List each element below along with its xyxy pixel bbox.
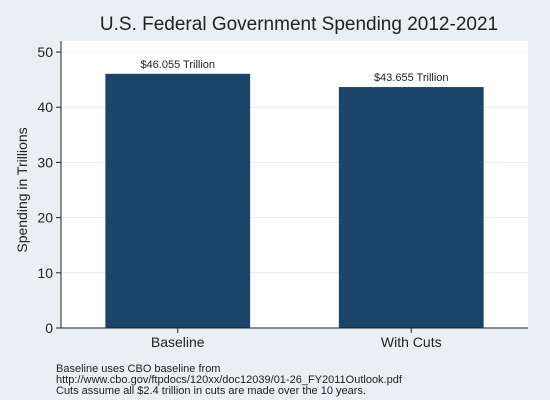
y-tick-label-5: 50 — [37, 44, 53, 60]
y-tick-label-0: 0 — [45, 320, 53, 336]
y-tick-label-4: 40 — [37, 99, 53, 115]
data-label-1: $43.655 Trillion — [374, 72, 449, 84]
chart-title: U.S. Federal Government Spending 2012-20… — [100, 14, 498, 35]
note-line-1: Baseline uses CBO baseline from — [56, 363, 220, 375]
y-tick-label-2: 20 — [37, 210, 53, 226]
bar-0 — [105, 73, 251, 328]
bar-1 — [338, 87, 484, 328]
y-tick-label-3: 30 — [37, 154, 53, 170]
y-tick-label-1: 10 — [37, 265, 53, 281]
x-tick-label-0: Baseline — [151, 334, 205, 350]
y-axis-label: Spending in Trillions — [14, 127, 30, 252]
data-label-0: $46.055 Trillion — [140, 59, 215, 71]
bars — [105, 73, 484, 328]
x-tick-label-1: With Cuts — [381, 334, 442, 350]
note-line-3: Cuts assume all $2.4 trillion in cuts ar… — [56, 385, 366, 397]
y-axis-ticks: 0 10 20 30 40 50 — [37, 44, 61, 336]
data-labels: $46.055 Trillion $43.655 Trillion — [140, 59, 448, 84]
x-axis-ticks: Baseline With Cuts — [151, 328, 442, 350]
note-line-2: http://www.cbo.gov/ftpdocs/120xx/doc1203… — [56, 374, 403, 386]
